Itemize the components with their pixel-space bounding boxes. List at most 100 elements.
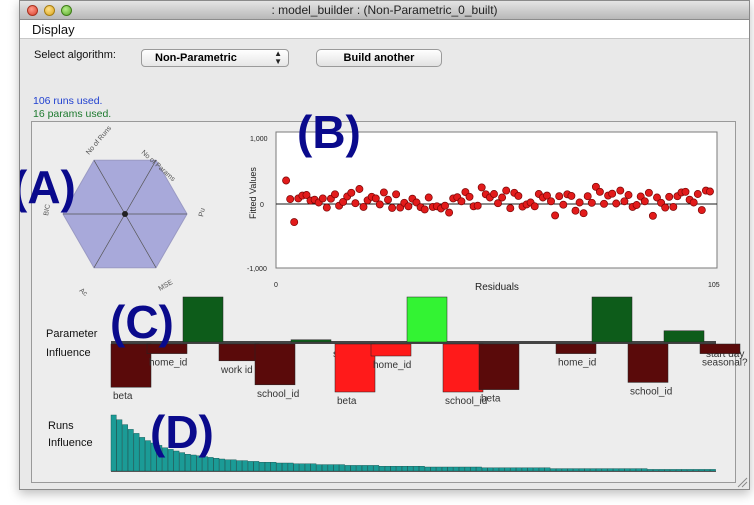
parameter-influence-label-line2: Influence (46, 347, 91, 359)
resize-grip-icon[interactable] (737, 477, 748, 488)
scatter-point (620, 197, 629, 206)
runs-bar (430, 466, 437, 472)
algorithm-label: Select algorithm: (34, 49, 116, 61)
scatter-point (339, 197, 348, 206)
runs-bar (304, 463, 311, 472)
scatter-point (632, 201, 641, 209)
runs-bar (630, 468, 636, 472)
radar-spoke (124, 160, 157, 215)
runs-bar (361, 465, 368, 472)
runs-bar (487, 467, 494, 472)
radar-center-point (122, 211, 128, 217)
runs-bar (618, 468, 625, 472)
runs-bar (282, 462, 288, 472)
parameter-bar (254, 343, 296, 386)
scatter-point (612, 199, 621, 208)
scatter-point (355, 185, 364, 193)
title-bar[interactable]: : model_builder : (Non-Parametric_0_buil… (20, 1, 749, 20)
parameter-bar-label: school_id (630, 386, 672, 397)
runs-bar (647, 469, 654, 472)
runs-bar (110, 414, 117, 472)
runs-bar (133, 433, 140, 472)
panel-letter-d: (D) (150, 406, 214, 458)
parameter-bar-label: beta (113, 391, 133, 402)
algorithm-select[interactable]: Non-Parametric ▲ ▼ (141, 49, 289, 67)
runs-bar (287, 462, 294, 472)
runs-bar (379, 466, 385, 472)
scatter-point (571, 206, 580, 215)
scatter-point (506, 204, 515, 213)
runs-bar (384, 466, 391, 472)
runs-bar (521, 467, 528, 472)
scatter-point (388, 203, 397, 212)
scatter-point (543, 191, 551, 200)
scatter-point (706, 187, 714, 196)
parameter-bar (555, 343, 597, 354)
runs-bar (664, 469, 671, 472)
scatter-point (616, 186, 625, 195)
zoom-button[interactable] (61, 5, 72, 16)
runs-bar (236, 460, 243, 472)
runs-bar (670, 469, 676, 472)
scatter-point (424, 193, 433, 202)
runs-bar (704, 469, 711, 472)
parameter-bar-label: home_id (373, 360, 411, 371)
scatter-point (290, 218, 299, 227)
radar-spoke (124, 213, 157, 268)
runs-bar (242, 460, 248, 472)
runs-bar (658, 469, 665, 472)
build-another-button[interactable]: Build another (316, 49, 442, 67)
runs-bar (264, 462, 271, 472)
runs-bar (407, 466, 414, 472)
runs-bar (424, 466, 431, 472)
runs-bar (687, 469, 693, 472)
runs-bar (527, 467, 534, 472)
runs-bar (533, 467, 539, 472)
scatter-point (624, 191, 633, 199)
runs-bar (692, 469, 699, 472)
scatter-point (286, 195, 295, 204)
updown-arrows-icon: ▲ ▼ (274, 49, 282, 66)
close-button[interactable] (27, 5, 38, 16)
runs-bar (373, 465, 380, 472)
parameter-bar (627, 343, 669, 383)
scatter-point (392, 190, 401, 199)
parameter-bar (110, 343, 152, 388)
parameter-bar (442, 343, 484, 393)
runs-influence-chart: Runs Influence (48, 414, 716, 472)
parameter-bar-label: start day (706, 349, 744, 360)
scatter-point (653, 193, 661, 202)
scatter-point (669, 202, 678, 211)
runs-bar (270, 462, 277, 472)
parameter-bar-label: beta (337, 396, 357, 407)
minimize-button[interactable] (44, 5, 55, 16)
runs-bar (116, 419, 123, 472)
parameter-bar-label: seasonal? (702, 358, 748, 369)
scatter-point (371, 194, 380, 203)
runs-bar (567, 468, 574, 472)
scatter-point (441, 201, 449, 210)
scatter-point (681, 187, 690, 196)
runs-bar (601, 468, 608, 472)
scatter-ylabel: Fitted Values (248, 167, 258, 219)
scatter-point (359, 202, 368, 211)
scatter-point (579, 209, 588, 218)
menu-display[interactable]: Display (32, 22, 75, 37)
parameter-bar (290, 339, 332, 343)
runs-bar (624, 468, 631, 472)
scatter-xlabel: Residuals (475, 282, 519, 293)
runs-bar (681, 469, 688, 472)
runs-bar (498, 467, 505, 472)
runs-bar (544, 467, 551, 472)
x-tick-left: 0 (274, 282, 278, 289)
scatter-point (689, 198, 698, 207)
runs-bar (436, 466, 442, 472)
runs-bar (653, 469, 659, 472)
scatter-plot: 1,000 0 -1,000 0 105 Residuals Fitted Va… (247, 131, 720, 293)
menu-bar: Display (20, 20, 749, 39)
y-tick-zero: 0 (260, 202, 264, 209)
runs-bar (447, 466, 454, 472)
runs-bar (339, 464, 345, 472)
